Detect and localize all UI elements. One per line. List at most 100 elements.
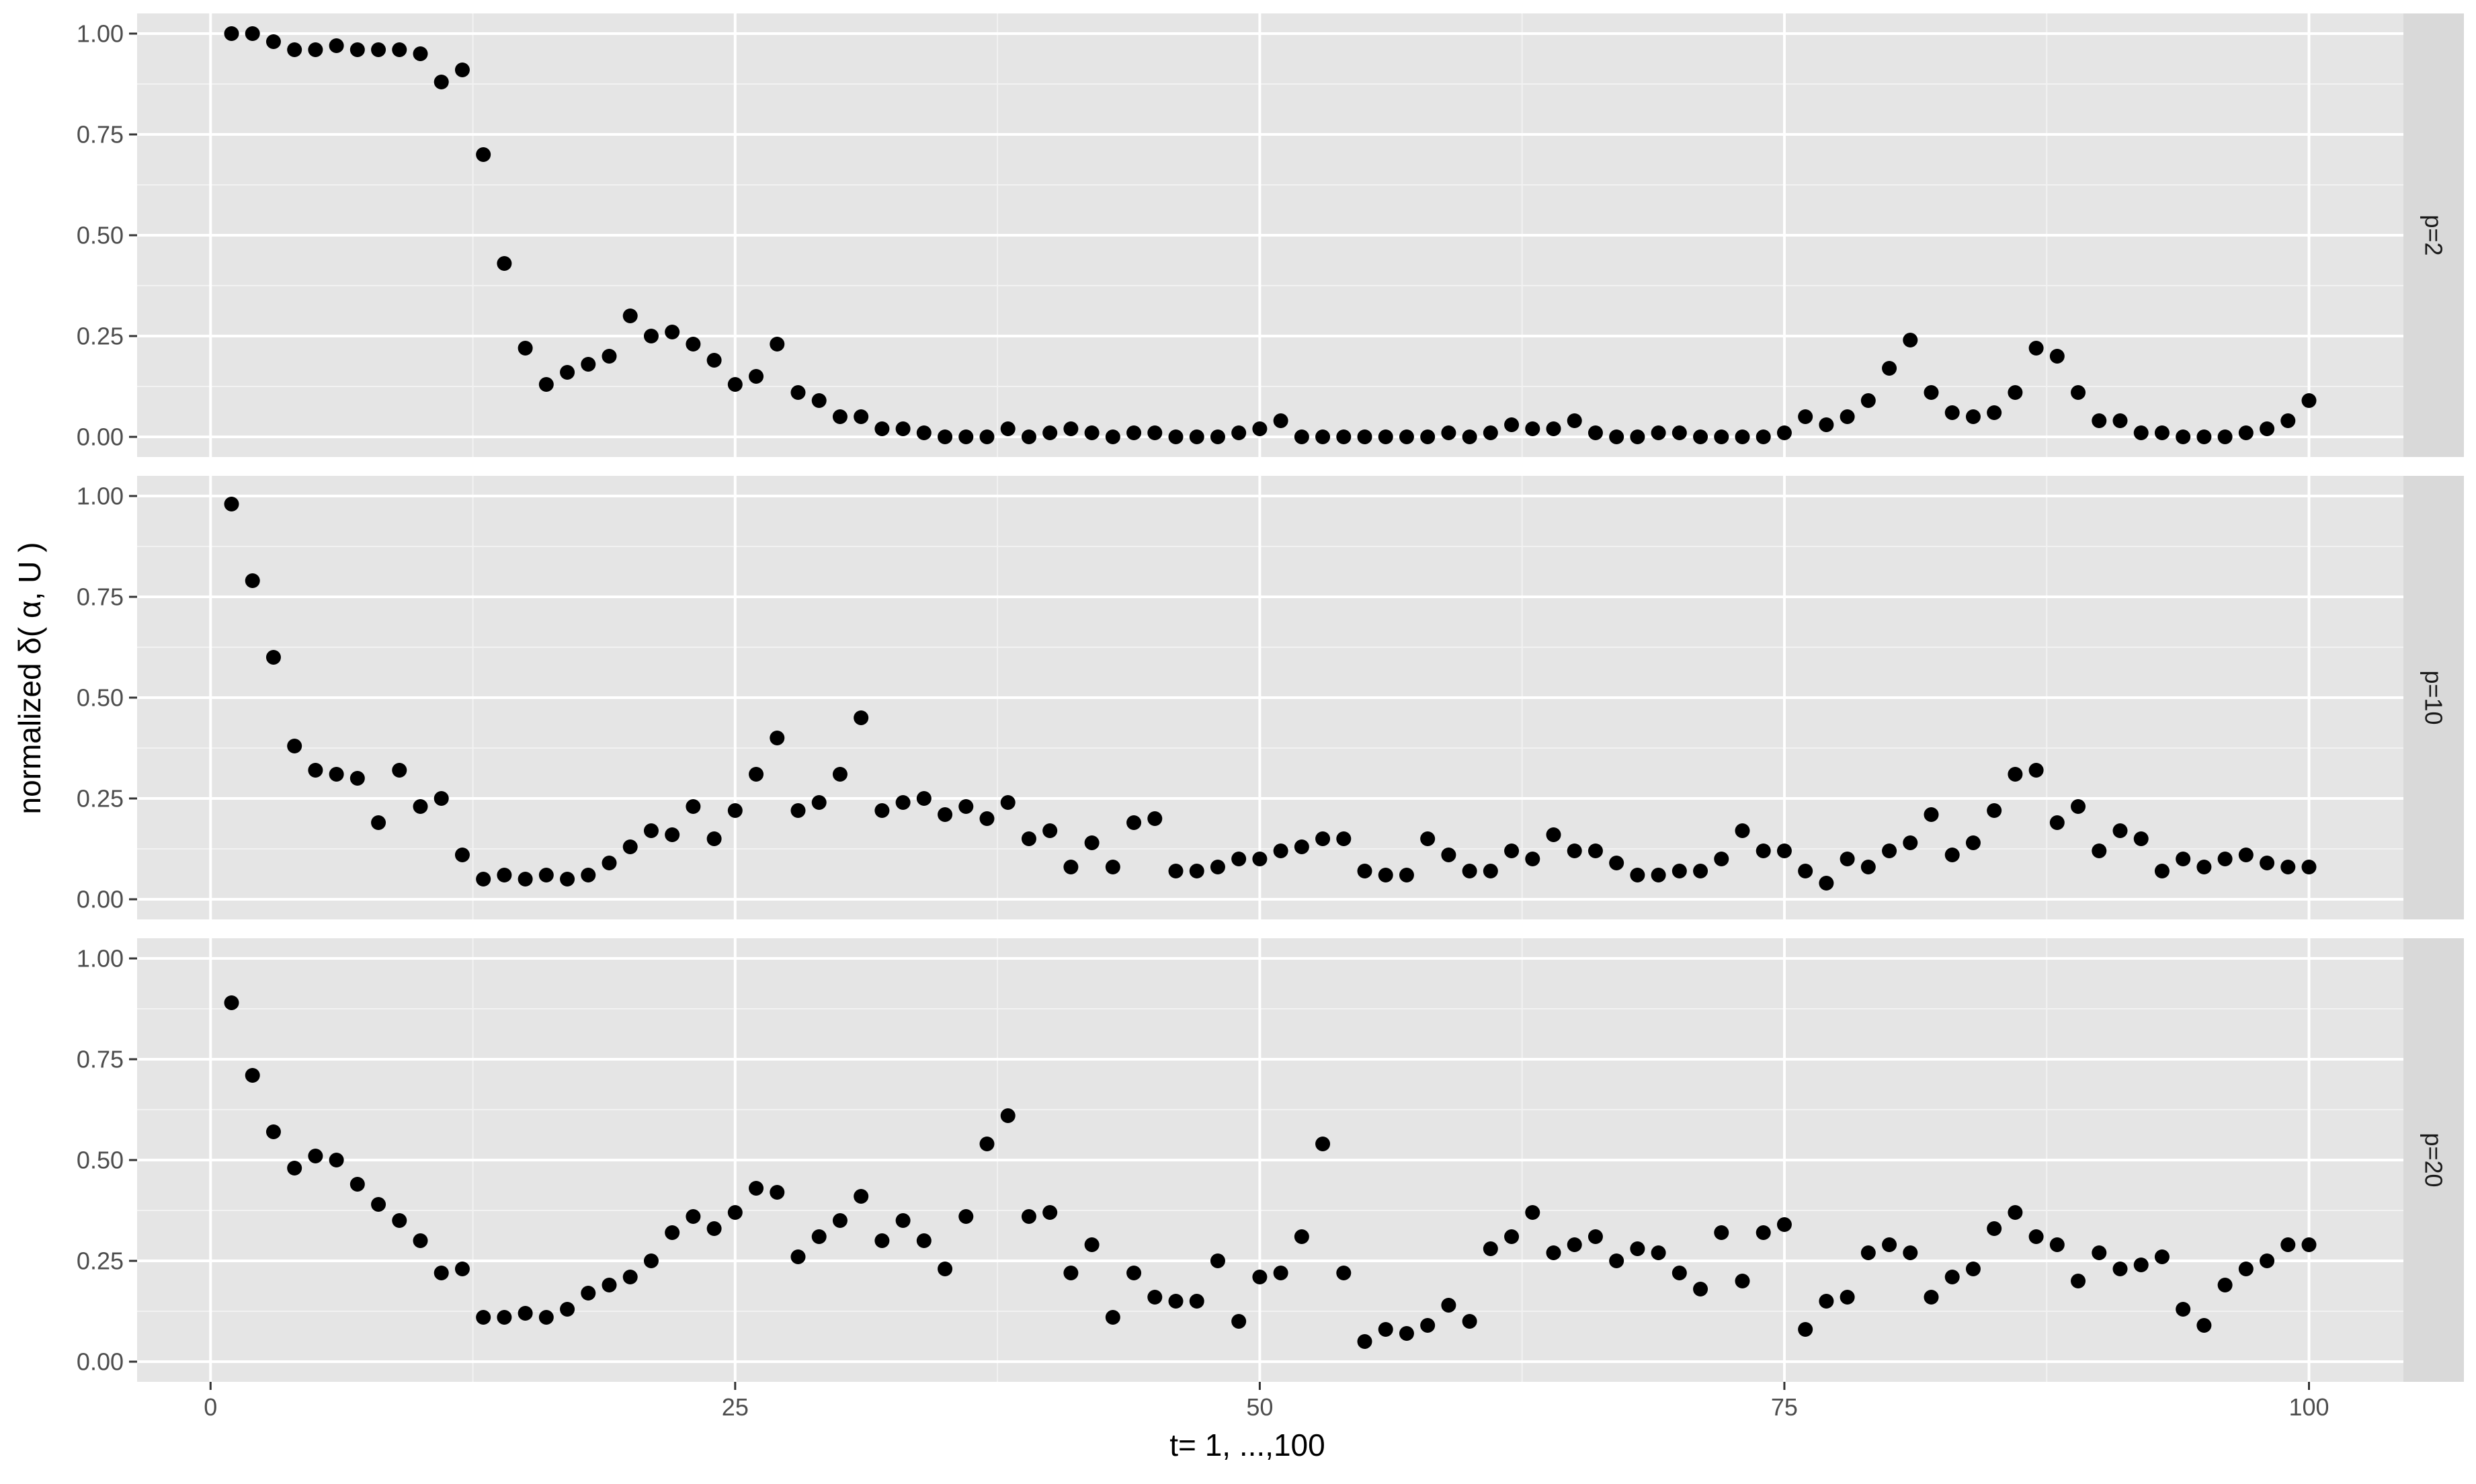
data-point (2280, 1237, 2296, 1252)
data-point (1567, 843, 1582, 858)
data-point (1965, 409, 1981, 424)
data-point (1693, 429, 1708, 444)
data-point (1651, 1245, 1666, 1260)
data-point (1776, 425, 1792, 440)
data-point (1294, 429, 1309, 444)
data-point (916, 425, 932, 440)
data-point (2238, 848, 2254, 862)
data-point (1021, 429, 1036, 444)
data-point (958, 429, 974, 444)
data-point (1651, 868, 1666, 882)
data-point (1504, 417, 1520, 432)
data-point (1882, 361, 1897, 376)
data-point (308, 1149, 323, 1163)
data-point (790, 803, 806, 818)
data-point (1189, 1294, 1204, 1309)
data-point (1021, 831, 1036, 846)
y-tick-label: 1.00 (77, 20, 124, 48)
data-point (329, 1153, 344, 1167)
y-axis-facet-2: 0.00 0.25 0.50 0.75 1.00 (77, 483, 137, 913)
data-point (874, 803, 890, 818)
data-point (1105, 1310, 1120, 1325)
data-point (2301, 393, 2317, 408)
data-point (1399, 1326, 1414, 1341)
data-point (727, 803, 743, 818)
data-point (1210, 860, 1225, 874)
data-point (686, 337, 701, 352)
data-point (1168, 1294, 1184, 1309)
data-point (265, 1124, 281, 1139)
data-point (643, 1253, 659, 1268)
data-point (938, 1262, 953, 1276)
y-tick-label: 0.50 (77, 222, 124, 249)
data-point (1944, 848, 1960, 862)
data-point (371, 42, 386, 57)
data-point (1294, 839, 1309, 854)
data-point (1987, 1221, 2002, 1236)
data-point (1210, 1253, 1225, 1268)
data-point (2280, 860, 2296, 874)
data-point (979, 811, 995, 826)
data-point (1231, 1314, 1247, 1329)
data-point (1399, 429, 1414, 444)
data-point (1903, 333, 1918, 347)
data-point (1420, 831, 1436, 846)
data-point (895, 1213, 911, 1228)
data-point (2028, 1229, 2044, 1244)
data-point (392, 1213, 407, 1228)
data-point (1399, 868, 1414, 882)
data-point (245, 1068, 260, 1083)
data-point (1840, 409, 1855, 424)
data-point (706, 831, 722, 846)
data-point (749, 1181, 764, 1196)
y-tick-label: 0.75 (77, 121, 124, 149)
data-point (622, 1270, 638, 1284)
data-point (518, 872, 533, 887)
data-point (1336, 831, 1352, 846)
y-tick-label: 0.00 (77, 423, 124, 451)
data-point (1735, 823, 1750, 838)
data-point (1987, 405, 2002, 420)
data-point (349, 1177, 365, 1192)
data-point (581, 868, 596, 882)
data-point (1462, 1314, 1477, 1329)
data-point (1315, 1137, 1331, 1151)
data-point (1147, 425, 1163, 440)
data-point (1252, 852, 1268, 866)
data-point (1231, 852, 1247, 866)
data-point (1273, 843, 1288, 858)
data-point (895, 421, 911, 436)
data-point (1546, 421, 1561, 436)
y-tick-label: 1.00 (77, 945, 124, 973)
data-point (1126, 815, 1142, 830)
data-point (1672, 1266, 1687, 1280)
data-point (2133, 425, 2149, 440)
data-point (1944, 405, 1960, 420)
data-point (434, 75, 449, 89)
y-tick-label: 0.25 (77, 323, 124, 350)
data-point (349, 771, 365, 786)
data-point (1756, 843, 1771, 858)
data-point (413, 799, 428, 814)
data-point (1882, 843, 1897, 858)
data-point (1168, 864, 1184, 878)
data-point (1587, 843, 1603, 858)
data-point (1147, 811, 1163, 826)
data-point (1756, 429, 1771, 444)
facet-panel-3: p=20 (137, 938, 2464, 1382)
facet-strip-label: p=20 (2420, 1132, 2448, 1187)
data-point (518, 341, 533, 356)
data-point (1315, 429, 1331, 444)
data-point (1798, 409, 1813, 424)
data-point (602, 349, 617, 364)
data-point (538, 377, 554, 392)
data-point (2217, 429, 2233, 444)
data-point (2301, 1237, 2317, 1252)
data-point (2238, 1262, 2254, 1276)
data-point (2196, 429, 2212, 444)
data-point (1693, 864, 1708, 878)
data-point (287, 1161, 302, 1176)
y-tick-label: 1.00 (77, 483, 124, 510)
facet-strip-label: p=10 (2420, 670, 2448, 725)
data-point (2133, 831, 2149, 846)
